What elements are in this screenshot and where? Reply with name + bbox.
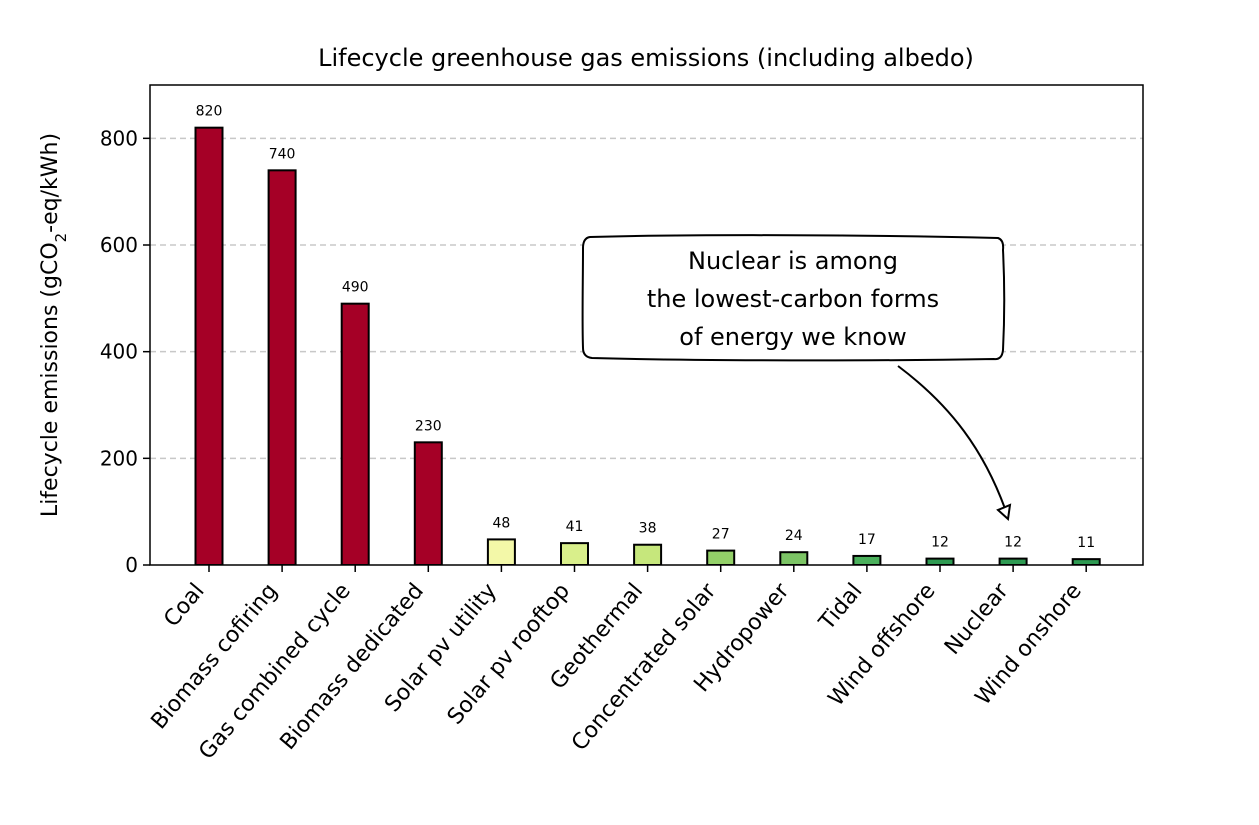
y-axis-label: Lifecycle emissions (gCO2-eq/kWh) (38, 133, 70, 517)
data-label: 41 (566, 519, 584, 535)
bar (267, 169, 297, 565)
data-label: 12 (931, 535, 949, 551)
bars (194, 126, 1101, 565)
data-label: 11 (1077, 535, 1095, 551)
data-label: 820 (196, 104, 223, 120)
annotation-box (581, 234, 1006, 362)
annotation-line-2: the lowest-carbon forms (647, 285, 939, 313)
x-tick-label: Biomass cofiring (147, 579, 283, 734)
bar (486, 538, 516, 565)
y-tick-label: 600 (100, 233, 138, 257)
annotation-line-3: of energy we know (679, 323, 906, 351)
bar (340, 302, 370, 565)
bar (194, 126, 224, 565)
bar (560, 542, 589, 565)
y-tick-label: 0 (125, 553, 138, 577)
gridlines (150, 137, 1143, 460)
data-label: 230 (415, 418, 442, 434)
y-axis-ticks: 0 200 400 600 800 (100, 126, 150, 577)
x-tick-label: Tidal (814, 579, 868, 636)
chart-title: Lifecycle greenhouse gas emissions (incl… (318, 44, 974, 72)
plot-frame (149, 84, 1144, 566)
x-tick-label: Biomass dedicated (276, 579, 429, 755)
bar (1071, 558, 1101, 565)
annotation-arrowhead (996, 503, 1012, 521)
data-label: 27 (712, 527, 730, 543)
bar (633, 543, 663, 565)
bar (706, 549, 736, 565)
y-tick-label: 200 (100, 446, 138, 470)
x-tick-label: Concentrated solar (567, 578, 722, 756)
data-label: 490 (342, 280, 369, 296)
bar (852, 554, 882, 565)
annotation-line-1: Nuclear is among (688, 247, 898, 275)
y-tick-label: 800 (100, 126, 138, 150)
bar (925, 557, 955, 565)
data-label: 24 (785, 528, 803, 544)
bar (998, 557, 1028, 565)
data-label: 38 (639, 521, 657, 537)
bar (413, 441, 443, 565)
x-tick-label: Nuclear (940, 578, 1014, 660)
data-label: 12 (1004, 535, 1022, 551)
data-label: 740 (269, 146, 296, 162)
x-tick-label: Coal (159, 579, 209, 632)
data-labels: 820 740 490 230 48 41 38 27 24 17 12 12 11 (196, 104, 1095, 551)
y-tick-label: 400 (100, 340, 138, 364)
annotation-arrow (897, 365, 1009, 518)
data-label: 48 (492, 515, 510, 531)
data-label: 17 (858, 532, 876, 548)
bar (779, 551, 809, 565)
annotation: Nuclear is among the lowest-carbon forms… (581, 234, 1012, 521)
